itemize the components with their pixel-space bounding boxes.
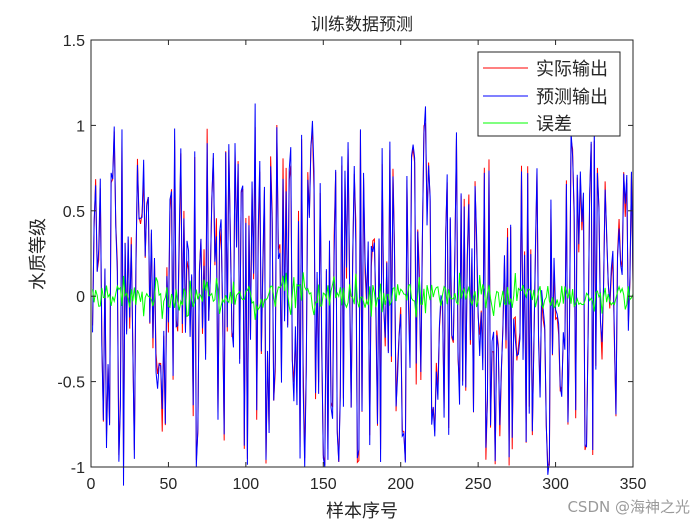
x-axis-label: 样本序号 — [326, 501, 398, 522]
svg-text:1.5: 1.5 — [63, 33, 85, 50]
legend-error: 误差 — [536, 114, 572, 135]
svg-text:150: 150 — [310, 476, 337, 493]
axis-ticks: 0 50 100 150 200 250 300 350 -1 -0.5 0 0.5 1 1.5 — [57, 33, 646, 493]
svg-text:-0.5: -0.5 — [57, 375, 85, 392]
svg-text:250: 250 — [465, 476, 492, 493]
svg-text:0.5: 0.5 — [63, 204, 85, 221]
svg-text:0: 0 — [76, 289, 85, 306]
svg-text:1: 1 — [76, 118, 85, 135]
svg-text:300: 300 — [542, 476, 569, 493]
watermark: CSDN @海神之光 — [567, 498, 690, 516]
axes-box — [90, 39, 634, 468]
legend-predicted: 预测输出 — [536, 87, 608, 108]
svg-text:50: 50 — [160, 476, 178, 493]
svg-text:0: 0 — [87, 476, 96, 493]
svg-text:200: 200 — [387, 476, 414, 493]
chart-title: 训练数据预测 — [311, 15, 413, 35]
predicted-output-line — [92, 103, 634, 486]
svg-text:350: 350 — [620, 476, 647, 493]
error-line — [92, 272, 634, 320]
plot-area — [92, 103, 634, 486]
svg-text:100: 100 — [233, 476, 260, 493]
y-axis-label: 水质等级 — [28, 218, 49, 290]
legend: 实际输出 预测输出 误差 — [477, 51, 621, 137]
legend-actual: 实际输出 — [536, 59, 608, 80]
svg-text:-1: -1 — [71, 460, 85, 477]
